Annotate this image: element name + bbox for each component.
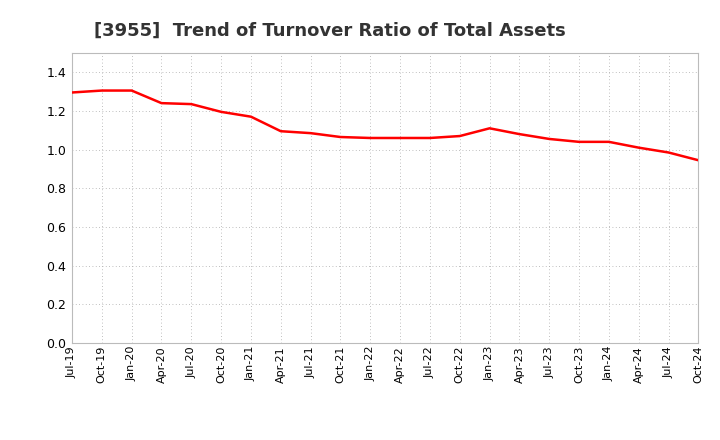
Text: [3955]  Trend of Turnover Ratio of Total Assets: [3955] Trend of Turnover Ratio of Total …	[94, 22, 565, 40]
